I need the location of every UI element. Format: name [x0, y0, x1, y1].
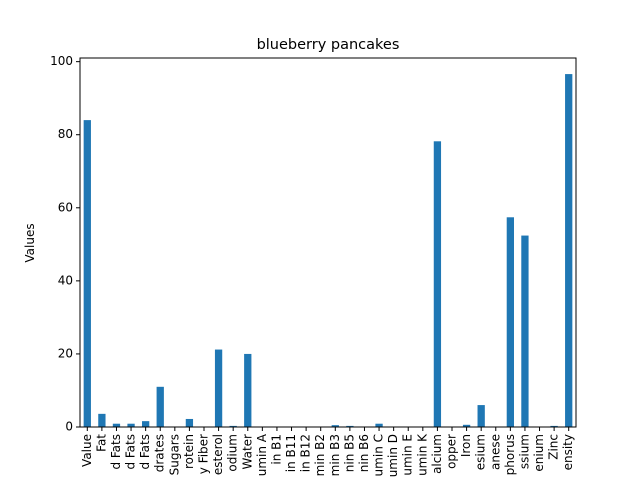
x-tick-label-0: Value [80, 434, 94, 467]
bar-0 [83, 120, 91, 428]
bar-11 [244, 353, 252, 427]
x-tick-label-6: Sugars [167, 434, 181, 475]
x-tick-label-25: opper [445, 434, 459, 469]
x-tick-label-27: esium [474, 434, 488, 470]
y-tick-label-1: 20 [58, 346, 73, 360]
bar-29 [506, 217, 514, 427]
x-tick-label-15: in B12 [299, 434, 313, 472]
x-tick-label-10: odium [226, 434, 240, 472]
x-tick-label-29: phorus [503, 434, 517, 475]
x-tick-label-20: umin C [372, 434, 386, 476]
bar-2 [112, 423, 121, 427]
bars-group [83, 74, 573, 428]
x-tick-label-7: rotein [182, 434, 196, 469]
x-tick-label-1: Fat [94, 434, 108, 452]
y-tick-label-2: 40 [58, 273, 73, 287]
bar-30 [521, 235, 529, 427]
x-tick-label-31: enium [532, 434, 546, 472]
bar-24 [433, 141, 442, 428]
x-tick-label-8: y Fiber [197, 434, 211, 474]
chart-title: blueberry pancakes [257, 37, 400, 53]
x-tick-label-24: alcium [430, 434, 444, 474]
bar-10 [229, 425, 237, 427]
x-tick-label-18: nin B5 [342, 434, 356, 472]
x-tick-label-14: in B11 [284, 434, 298, 472]
bar-17 [331, 425, 339, 427]
x-tick-label-2: d Fats [109, 434, 123, 470]
x-tick-label-4: d Fats [138, 434, 152, 470]
y-tick-label-5: 100 [50, 54, 73, 68]
bar-33 [565, 74, 573, 427]
y-tick-label-4: 80 [58, 127, 73, 141]
x-tick-label-5: drates [153, 434, 167, 472]
bar-18 [346, 425, 354, 427]
x-tick-label-3: d Fats [124, 434, 138, 470]
bar-1 [98, 413, 106, 427]
x-tick-label-17: min B3 [328, 434, 342, 476]
bar-32 [550, 425, 558, 427]
bar-3 [127, 423, 135, 427]
bar-26 [462, 424, 471, 427]
y-tick-label-3: 60 [58, 200, 73, 214]
bar-4 [142, 421, 150, 427]
x-tick-label-21: umin D [386, 434, 400, 477]
x-tick-label-30: ssium [517, 434, 531, 469]
y-tick-label-0: 0 [65, 420, 73, 434]
bar-27 [477, 405, 485, 427]
x-tick-label-22: umin E [401, 434, 415, 476]
bar-20 [375, 423, 383, 427]
x-tick-label-23: umin K [415, 433, 429, 476]
x-axis-ticks: Value Fat d Fats d Fats d Fats drates Sugars ro… [80, 427, 575, 477]
plot-area-frame [79, 57, 577, 428]
x-tick-label-33: ensity [561, 434, 575, 470]
x-tick-label-26: Iron [459, 434, 473, 457]
x-tick-label-16: min B2 [313, 434, 327, 476]
x-tick-label-28: anese [488, 434, 502, 470]
bar-9 [214, 349, 223, 427]
y-axis-label: Values [23, 223, 37, 262]
x-tick-label-9: esterol [211, 434, 225, 475]
x-tick-label-19: nin B6 [357, 434, 371, 472]
x-tick-label-12: umin A [255, 433, 269, 476]
x-tick-label-32: Zinc [547, 434, 561, 460]
x-tick-label-13: in B1 [269, 434, 283, 465]
bar-7 [185, 418, 194, 427]
x-tick-label-11: Water [240, 434, 254, 470]
y-axis-ticks: 0 20 40 60 80 100 [50, 54, 80, 434]
bar-5 [156, 386, 164, 427]
